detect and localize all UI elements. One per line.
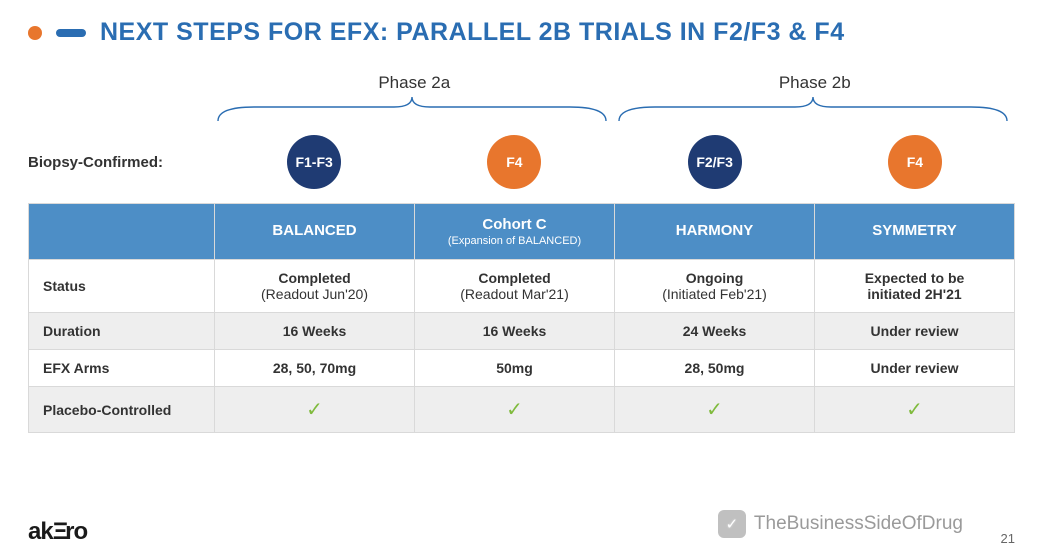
chip-col-1: F4 xyxy=(414,135,614,189)
row-label: EFX Arms xyxy=(29,350,215,387)
title-bullet-circle-icon xyxy=(28,26,42,40)
cell-main: Completed xyxy=(423,270,606,286)
cell-sub: initiated 2H'21 xyxy=(823,286,1006,302)
table-cell: 50mg xyxy=(415,350,615,387)
table-cell: ✓ xyxy=(815,387,1015,433)
bracket-right-icon xyxy=(615,93,1016,123)
chip-col-3: F4 xyxy=(815,135,1015,189)
cell-main: 24 Weeks xyxy=(623,323,806,339)
table-cell: 16 Weeks xyxy=(215,313,415,350)
row-label: Duration xyxy=(29,313,215,350)
logo-part-post: ro xyxy=(65,518,87,545)
cell-main: 16 Weeks xyxy=(423,323,606,339)
table-cell: Completed(Readout Jun'20) xyxy=(215,260,415,313)
cell-main: 28, 50mg xyxy=(623,360,806,376)
cell-main: Ongoing xyxy=(623,270,806,286)
fibrosis-chip-f4-a: F4 xyxy=(487,135,541,189)
cell-main: Under review xyxy=(823,360,1006,376)
table-cell: 28, 50mg xyxy=(615,350,815,387)
check-icon: ✓ xyxy=(306,399,323,421)
page-number: 21 xyxy=(1001,531,1015,546)
check-icon: ✓ xyxy=(506,399,523,421)
table-cell: ✓ xyxy=(415,387,615,433)
watermark-text: TheBusinessSideOfDrug xyxy=(754,513,963,535)
fibrosis-chip-f4-b: F4 xyxy=(888,135,942,189)
table-row: StatusCompleted(Readout Jun'20)Completed… xyxy=(29,260,1015,313)
watermark-icon: ✓ xyxy=(718,510,746,538)
phase-2a-label: Phase 2a xyxy=(214,73,615,93)
col-balanced: BALANCED xyxy=(215,204,415,260)
table-corner xyxy=(29,204,215,260)
row-label: Status xyxy=(29,260,215,313)
biopsy-label: Biopsy-Confirmed: xyxy=(28,154,214,171)
phase-2b: Phase 2b xyxy=(615,73,1016,128)
title-row: NEXT STEPS FOR EFX: PARALLEL 2B TRIALS I… xyxy=(28,18,1015,47)
cell-main: 16 Weeks xyxy=(223,323,406,339)
row-label: Placebo-Controlled xyxy=(29,387,215,433)
check-icon: ✓ xyxy=(906,399,923,421)
watermark: ✓ TheBusinessSideOfDrug xyxy=(718,510,963,538)
cell-main: Completed xyxy=(223,270,406,286)
table-cell: Completed(Readout Mar'21) xyxy=(415,260,615,313)
table-cell: Under review xyxy=(815,350,1015,387)
table-cell: Expected to beinitiated 2H'21 xyxy=(815,260,1015,313)
cell-main: Under review xyxy=(823,323,1006,339)
col-cohort-c: Cohort C (Expansion of BALANCED) xyxy=(415,204,615,260)
table-row: Duration 16 Weeks 16 Weeks 24 Weeks Under re… xyxy=(29,313,1015,350)
col-harmony: HARMONY xyxy=(615,204,815,260)
chip-col-2: F2/F3 xyxy=(615,135,815,189)
page-title: NEXT STEPS FOR EFX: PARALLEL 2B TRIALS I… xyxy=(100,18,845,47)
cell-main: 28, 50, 70mg xyxy=(223,360,406,376)
col-subtitle: (Expansion of BALANCED) xyxy=(421,235,608,247)
table-row: Placebo-Controlled ✓ ✓ ✓ ✓ xyxy=(29,387,1015,433)
trials-table: BALANCED Cohort C (Expansion of BALANCED)… xyxy=(28,203,1015,433)
phase-2a: Phase 2a xyxy=(214,73,615,128)
col-title: HARMONY xyxy=(676,222,754,239)
logo-part-mid: Ξ xyxy=(53,518,65,545)
col-title: BALANCED xyxy=(272,222,356,239)
chip-col-0: F1-F3 xyxy=(214,135,414,189)
cell-main: Expected to be xyxy=(823,270,1006,286)
cell-sub: (Readout Mar'21) xyxy=(423,286,606,302)
cell-sub: (Initiated Feb'21) xyxy=(623,286,806,302)
table-cell: 24 Weeks xyxy=(615,313,815,350)
trials-table-head: BALANCED Cohort C (Expansion of BALANCED)… xyxy=(29,204,1015,260)
fibrosis-chip-f1-f3: F1-F3 xyxy=(287,135,341,189)
phase-row: Phase 2a Phase 2b xyxy=(28,73,1015,129)
table-cell: ✓ xyxy=(215,387,415,433)
fibrosis-chip-f2-f3: F2/F3 xyxy=(688,135,742,189)
table-cell: 28, 50, 70mg xyxy=(215,350,415,387)
logo-part-pre: ak xyxy=(28,518,53,545)
akero-logo: akΞro xyxy=(28,518,87,546)
col-title: Cohort C xyxy=(482,216,546,233)
table-cell: Under review xyxy=(815,313,1015,350)
table-cell: 16 Weeks xyxy=(415,313,615,350)
bracket-left-icon xyxy=(214,93,615,123)
cell-sub: (Readout Jun'20) xyxy=(223,286,406,302)
cell-main: 50mg xyxy=(423,360,606,376)
table-cell: ✓ xyxy=(615,387,815,433)
table-cell: Ongoing(Initiated Feb'21) xyxy=(615,260,815,313)
biopsy-row: Biopsy-Confirmed: F1-F3 F4 F2/F3 F4 xyxy=(28,135,1015,189)
trials-table-body: StatusCompleted(Readout Jun'20)Completed… xyxy=(29,260,1015,433)
phase-2b-label: Phase 2b xyxy=(615,73,1016,93)
table-row: EFX Arms 28, 50, 70mg 50mg 28, 50mg Under re… xyxy=(29,350,1015,387)
col-symmetry: SYMMETRY xyxy=(815,204,1015,260)
title-bullet-bar-icon xyxy=(56,29,86,37)
slide: NEXT STEPS FOR EFX: PARALLEL 2B TRIALS I… xyxy=(0,0,1043,560)
check-icon: ✓ xyxy=(706,399,723,421)
col-title: SYMMETRY xyxy=(872,222,956,239)
